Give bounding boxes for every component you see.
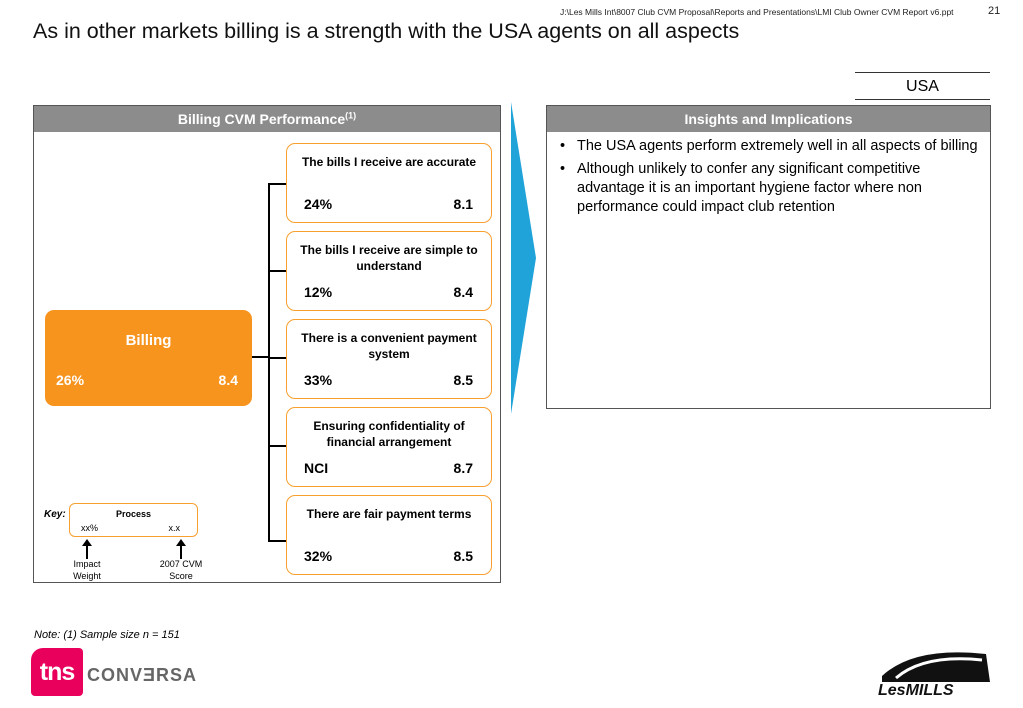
attribute-impact: 24% xyxy=(304,196,333,212)
key-pct-placeholder: xx% xyxy=(81,523,99,533)
page-number: 21 xyxy=(988,5,1001,17)
process-label: Billing xyxy=(125,332,172,349)
attribute-score: 8.7 xyxy=(453,460,473,476)
bullet-icon: • xyxy=(560,138,566,154)
insight-text: Although unlikely to confer any signific… xyxy=(577,161,922,215)
attribute-score: 8.1 xyxy=(453,196,473,212)
connector-horizontal-main xyxy=(252,356,269,358)
attribute-impact: NCI xyxy=(304,460,329,476)
attribute-impact: 32% xyxy=(304,548,333,564)
file-path: J:\Les Mills Int\8007 Club CVM Proposal\… xyxy=(560,7,954,17)
attribute-name: There is a convenient payment system xyxy=(301,331,477,361)
tns-logo: tns xyxy=(31,648,83,696)
process-box-billing: Billing 26% 8.4 xyxy=(45,310,252,406)
insight-item: • Although unlikely to confer any signifi… xyxy=(560,160,980,217)
market-label: USA xyxy=(855,72,990,100)
insights-panel: Insights and Implications xyxy=(546,105,991,409)
connector-branch-4 xyxy=(268,445,287,447)
attribute-box: The bills I receive are accurate 24% 8.1 xyxy=(286,143,492,223)
process-impact: 26% xyxy=(56,372,85,388)
conversa-logo: CONVƎRSA xyxy=(87,665,198,685)
attribute-impact: 33% xyxy=(304,372,333,388)
attribute-name: The bills I receive are accurate xyxy=(301,155,477,169)
key-box: Process xx% x.x xyxy=(69,503,198,537)
attribute-box: There are fair payment terms 32% 8.5 xyxy=(286,495,492,575)
chevron-arrow-icon xyxy=(511,102,536,414)
key-score-placeholder: x.x xyxy=(168,523,180,533)
key-box-title: Process xyxy=(115,509,152,519)
insights-panel-heading: Insights and Implications xyxy=(547,106,990,132)
attribute-name: Ensuring confidentiality of financial ar… xyxy=(313,419,465,449)
impact-weight-caption: Impact Weight xyxy=(73,559,101,581)
bullet-icon: • xyxy=(560,161,566,177)
attribute-box: Ensuring confidentiality of financial ar… xyxy=(286,407,492,487)
attribute-box: The bills I receive are simple to unders… xyxy=(286,231,492,311)
sample-size-note: Note: (1) Sample size n = 151 xyxy=(34,629,180,641)
connector-branch-2 xyxy=(268,270,287,272)
up-arrow-icon xyxy=(176,539,186,559)
attribute-impact: 12% xyxy=(304,284,333,300)
connector-branch-5 xyxy=(268,540,287,542)
lesmills-logo-text: LesMILLS xyxy=(878,682,954,698)
attribute-score: 8.4 xyxy=(453,284,473,300)
billing-panel-heading-text: Billing CVM Performance xyxy=(177,111,346,127)
lesmills-logo: LesMILLS xyxy=(878,652,990,698)
heading-footnote-marker: (1) xyxy=(345,110,357,121)
billing-panel-heading: Billing CVM Performance(1) xyxy=(34,106,500,132)
attribute-score: 8.5 xyxy=(453,372,473,388)
insight-item: • The USA agents perform extremely well i… xyxy=(560,137,980,156)
connector-vertical-spine xyxy=(268,183,270,542)
connector-branch-1 xyxy=(268,183,287,185)
attribute-score: 8.5 xyxy=(453,548,473,564)
process-score: 8.4 xyxy=(218,372,238,388)
insights-list: • The USA agents perform extremely well i… xyxy=(560,137,980,221)
up-arrow-icon xyxy=(82,539,92,559)
attribute-name: There are fair payment terms xyxy=(306,507,472,521)
insight-text: The USA agents perform extremely well in… xyxy=(577,138,978,154)
attribute-name: The bills I receive are simple to unders… xyxy=(300,243,478,273)
key-label: Key: xyxy=(44,509,66,520)
connector-branch-3 xyxy=(268,357,287,359)
cvm-score-caption: 2007 CVM Score xyxy=(159,559,203,581)
attribute-box: There is a convenient payment system 33%… xyxy=(286,319,492,399)
page-title: As in other markets billing is a strengt… xyxy=(33,19,740,43)
